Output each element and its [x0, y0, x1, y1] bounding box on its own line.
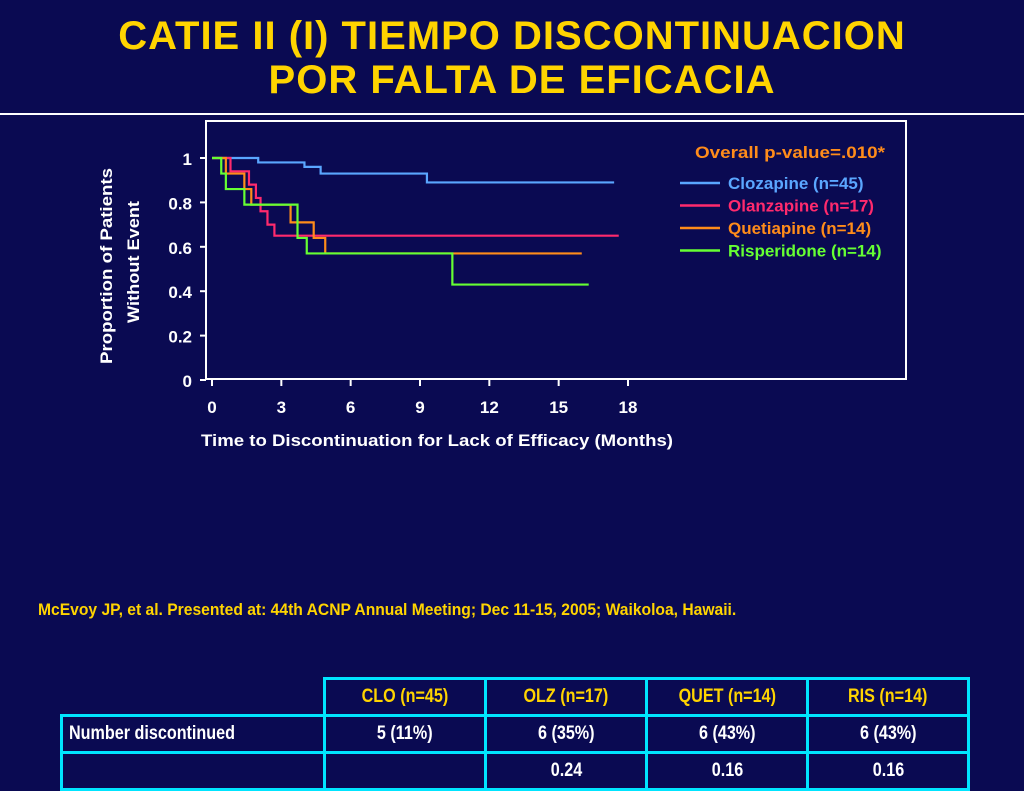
- y-tick-label: 0.4: [168, 283, 192, 302]
- summary-table: CLO (n=45) OLZ (n=17) QUET (n=14) RIS (n…: [60, 677, 970, 791]
- table-cell: 0.16: [645, 751, 809, 791]
- y-axis-title-line-1: Proportion of Patients: [97, 168, 116, 364]
- legend-label: Clozapine (n=45): [728, 174, 864, 193]
- table-cell: 6 (35%): [484, 714, 648, 754]
- title-line-2: POR FALTA DE EFICACIA: [268, 58, 776, 102]
- table-cell: 0.24: [484, 751, 648, 791]
- table-header-cell: OLZ (n=17): [484, 677, 648, 717]
- table-row-label: Number discontinued: [60, 714, 326, 754]
- table-cell: 6 (43%): [645, 714, 809, 754]
- x-tick-label: 6: [346, 398, 355, 417]
- table-corner: [61, 678, 326, 717]
- series-line-risperidone: [212, 156, 589, 286]
- p-value-annotation: Overall p-value=.010*: [695, 143, 885, 162]
- table-header-cell: RIS (n=14): [806, 677, 970, 717]
- table-cell: 5 (11%): [323, 714, 487, 754]
- table-header-cell: QUET (n=14): [645, 677, 809, 717]
- y-tick-label: 0.8: [168, 194, 192, 213]
- x-tick-label: 3: [277, 398, 286, 417]
- series-line-clozapine: [212, 156, 615, 184]
- x-tick-label: 15: [549, 398, 568, 417]
- table-cell: [323, 751, 487, 791]
- y-axis-title-line-2: Without Event: [124, 201, 143, 323]
- x-tick-label: 12: [480, 398, 499, 417]
- table-row-label: [60, 751, 326, 791]
- table-cell: 6 (43%): [806, 714, 970, 754]
- table-row: Number discontinued 5 (11%) 6 (35%) 6 (4…: [60, 714, 970, 754]
- y-tick-label: 1: [183, 150, 192, 169]
- y-tick-label: 0.2: [168, 328, 192, 347]
- title-divider: [0, 113, 1024, 115]
- legend-label: Olanzapine (n=17): [728, 197, 874, 216]
- km-survival-chart: 0 0.2 0.4 0.6 0.8 1 0 3 6 9 12 15 18 Time to Disconti…: [97, 120, 907, 450]
- legend-label: Risperidone (n=14): [728, 242, 882, 261]
- table-header-row: CLO (n=45) OLZ (n=17) QUET (n=14) RIS (n…: [61, 677, 970, 717]
- x-tick-label: 0: [207, 398, 216, 417]
- y-tick-label: 0: [183, 372, 192, 391]
- x-axis-title: Time to Discontinuation for Lack of Effi…: [201, 431, 673, 450]
- series-line-quetiapine: [212, 156, 582, 255]
- title-line-1: CATIE II (I) TIEMPO DISCONTINUACION: [118, 14, 906, 58]
- citation: McEvoy JP, et al. Presented at: 44th ACN…: [38, 600, 737, 619]
- y-tick-label: 0.6: [168, 239, 192, 258]
- legend-label: Quetiapine (n=14): [728, 219, 871, 238]
- plot-frame: [205, 120, 907, 380]
- x-tick-label: 18: [619, 398, 638, 417]
- table-header-cell: CLO (n=45): [323, 677, 487, 717]
- slide-title: CATIE II (I) TIEMPO DISCONTINUACION POR …: [0, 14, 1024, 102]
- x-tick-label: 9: [415, 398, 424, 417]
- table-row: 0.24 0.16 0.16: [60, 751, 970, 791]
- series-line-olanzapine: [212, 156, 619, 237]
- table-cell: 0.16: [806, 751, 970, 791]
